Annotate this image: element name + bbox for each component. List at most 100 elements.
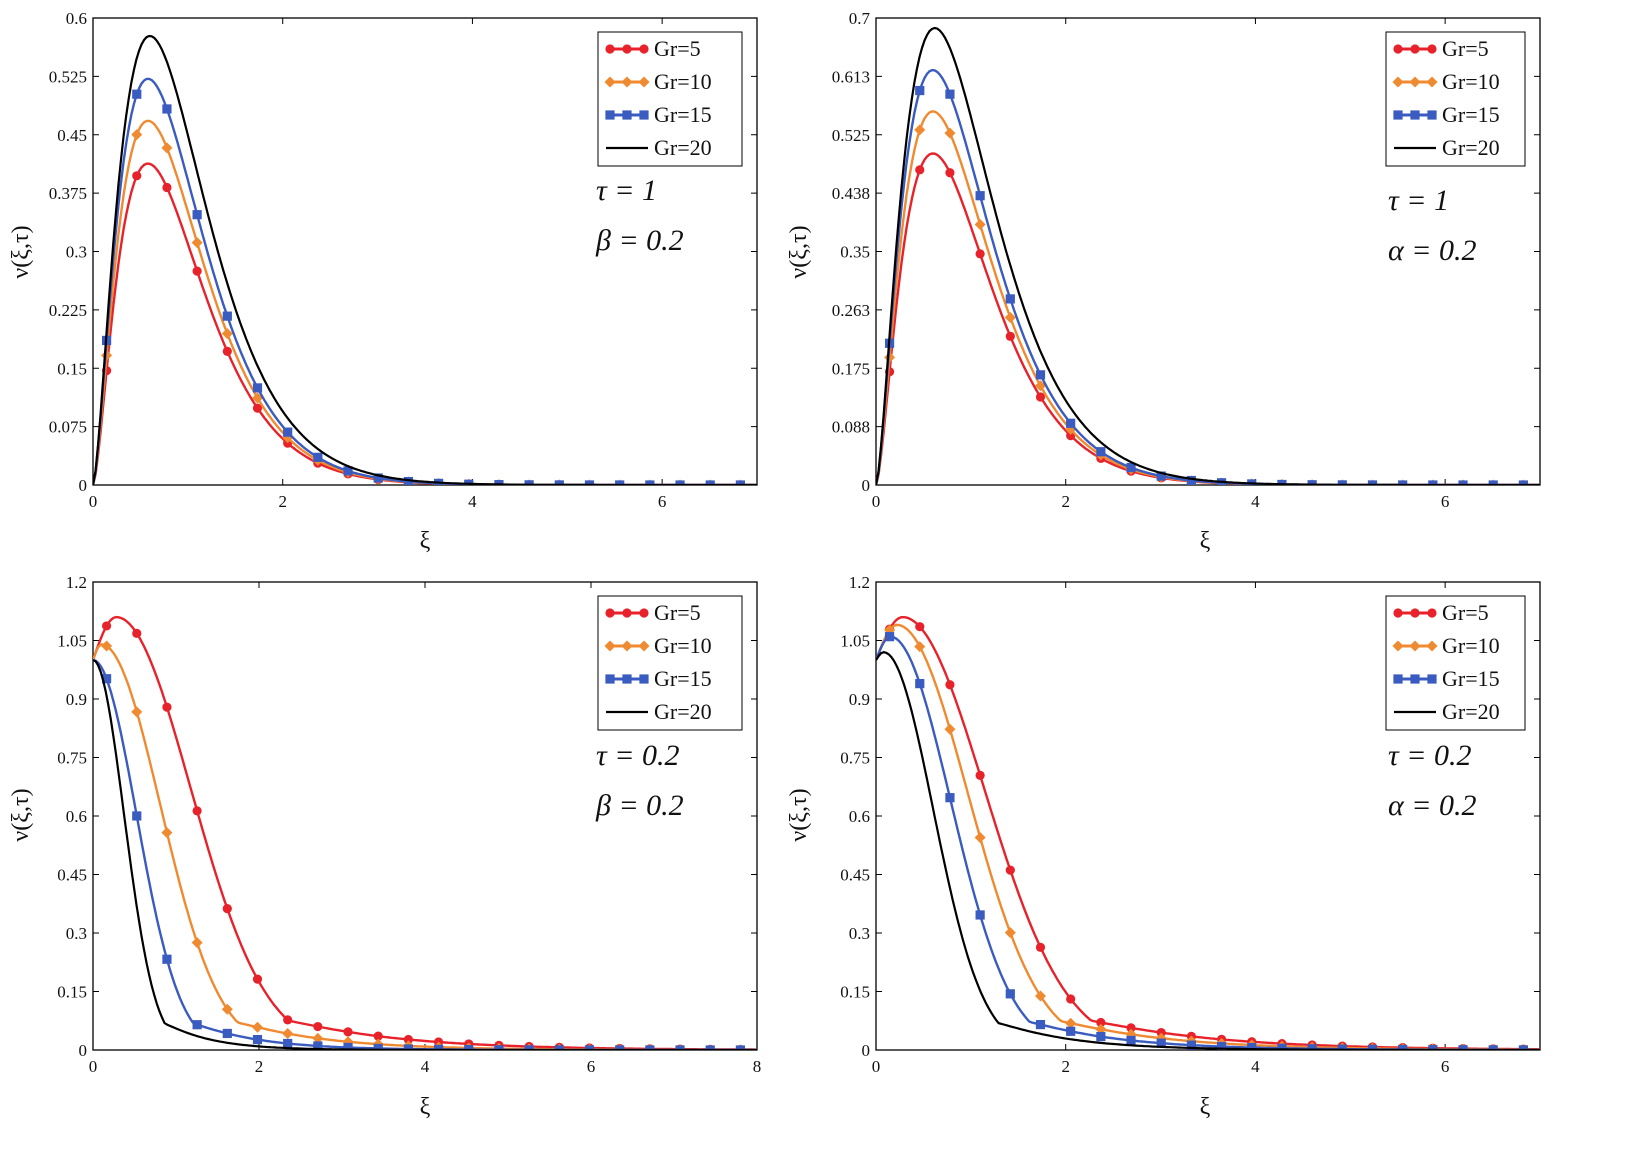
data-point-gr-15 xyxy=(343,466,353,476)
y-tick-label: 0.6 xyxy=(849,807,870,826)
y-tick-label: 0.3 xyxy=(66,243,87,262)
data-point-gr-10 xyxy=(944,723,956,735)
legend-box xyxy=(597,595,743,731)
data-point-gr-15 xyxy=(1005,294,1015,304)
data-point-gr-15 xyxy=(1518,1045,1528,1050)
data-point-gr-15 xyxy=(1186,475,1196,485)
data-point-gr-5 xyxy=(915,622,925,632)
data-point-gr-15 xyxy=(494,480,504,485)
series-layer xyxy=(93,34,757,485)
y-tick-label: 0.175 xyxy=(832,359,870,378)
legend-box xyxy=(597,31,743,167)
series-line-gr-10 xyxy=(876,110,1540,485)
data-point-gr-15 xyxy=(162,954,172,964)
legend-marker xyxy=(1426,640,1438,652)
data-point-gr-15 xyxy=(1398,1044,1408,1050)
data-point-gr-15 xyxy=(132,811,142,821)
x-tick-label: 4 xyxy=(1251,492,1260,511)
series-line-gr-20 xyxy=(93,659,757,1050)
legend-marker xyxy=(1392,76,1404,88)
series-layer xyxy=(876,616,1540,1050)
data-point-gr-15 xyxy=(1337,480,1347,485)
legend-marker xyxy=(622,608,632,618)
y-tick-label: 0.35 xyxy=(840,243,870,262)
data-point-gr-15 xyxy=(1428,1045,1438,1050)
x-tick-label: 6 xyxy=(587,1057,596,1076)
data-point-gr-5 xyxy=(975,249,985,259)
legend-marker xyxy=(1393,608,1403,618)
legend-marker xyxy=(622,44,632,54)
parameter-annotation: β = 0.2 xyxy=(595,224,684,257)
data-point-gr-10 xyxy=(974,219,986,231)
data-point-gr-15 xyxy=(524,1045,534,1050)
y-axis-label: ν(ξ,τ) xyxy=(786,788,812,841)
y-tick-label: 0.45 xyxy=(840,866,870,885)
x-tick-label: 4 xyxy=(468,492,477,511)
legend-label: Gr=20 xyxy=(1442,699,1500,724)
data-point-gr-5 xyxy=(192,266,202,276)
legend-marker xyxy=(1427,44,1437,54)
data-point-gr-15 xyxy=(1458,1045,1468,1050)
legend-marker xyxy=(1393,674,1403,684)
data-point-gr-15 xyxy=(915,85,925,96)
legend-marker xyxy=(605,110,615,120)
data-point-gr-15 xyxy=(192,1020,202,1030)
data-point-gr-15 xyxy=(735,1045,745,1050)
chart-panel-top-right: 0 0.088 0.175 0.263 0.35 0.438 0.525 0.613 0.7 0 2… xyxy=(786,9,1541,554)
data-point-gr-10 xyxy=(251,1021,263,1033)
parameter-annotation: α = 0.2 xyxy=(1388,234,1477,267)
data-point-gr-5 xyxy=(1156,1027,1166,1038)
y-tick-label: 1.05 xyxy=(57,632,87,651)
x-tick-label: 6 xyxy=(658,492,667,511)
legend-marker xyxy=(1410,110,1420,120)
data-point-gr-10 xyxy=(1034,990,1046,1002)
legend-marker xyxy=(1393,110,1403,120)
data-point-gr-15 xyxy=(1518,480,1528,485)
data-point-gr-5 xyxy=(313,1021,323,1032)
x-tick-label: 4 xyxy=(1251,1057,1260,1076)
legend-marker xyxy=(1410,44,1420,54)
x-tick-label: 0 xyxy=(89,492,98,511)
legend-label: Gr=10 xyxy=(1442,633,1500,658)
legend: Gr=5 Gr=10 Gr=15 Gr=20 xyxy=(597,595,743,731)
legend-label: Gr=5 xyxy=(1442,36,1489,61)
y-tick-label: 0.075 xyxy=(49,418,87,437)
y-axis-label: ν(ξ,τ) xyxy=(8,225,34,278)
y-tick-label: 0.3 xyxy=(66,924,87,943)
y-axis-label: ν(ξ,τ) xyxy=(786,225,812,278)
data-point-gr-10 xyxy=(974,831,986,843)
data-point-gr-10 xyxy=(282,1028,294,1040)
series-line-gr-20 xyxy=(876,26,1540,485)
data-point-gr-10 xyxy=(1034,380,1046,392)
legend-label: Gr=5 xyxy=(654,36,701,61)
data-point-gr-15 xyxy=(884,632,895,642)
parameter-annotation: τ = 1 xyxy=(596,174,657,207)
data-point-gr-5 xyxy=(1096,1017,1106,1028)
data-point-gr-10 xyxy=(1004,927,1016,939)
data-point-gr-5 xyxy=(915,165,925,175)
series-layer xyxy=(876,26,1540,485)
data-point-gr-5 xyxy=(252,974,263,984)
parameter-annotation: α = 0.2 xyxy=(1388,789,1477,822)
y-tick-label: 0.45 xyxy=(57,126,87,145)
data-point-gr-15 xyxy=(675,1045,685,1050)
data-point-gr-15 xyxy=(554,1045,564,1050)
data-point-gr-15 xyxy=(1247,479,1257,485)
data-point-gr-5 xyxy=(343,1027,353,1037)
data-point-gr-10 xyxy=(131,129,143,141)
x-tick-label: 2 xyxy=(1061,492,1070,511)
data-point-gr-15 xyxy=(554,480,564,485)
data-point-gr-15 xyxy=(1458,480,1468,485)
y-tick-label: 0.225 xyxy=(49,301,87,320)
y-tick-label: 0.6 xyxy=(66,9,87,28)
x-tick-label: 2 xyxy=(255,1057,264,1076)
data-point-gr-15 xyxy=(524,480,534,485)
legend-marker xyxy=(1392,640,1404,652)
data-point-gr-15 xyxy=(222,311,232,321)
data-point-gr-5 xyxy=(132,171,142,181)
legend-marker xyxy=(605,674,615,684)
data-point-gr-10 xyxy=(914,641,926,653)
x-axis-label: ξ xyxy=(1200,1094,1211,1120)
data-point-gr-5 xyxy=(101,621,112,631)
